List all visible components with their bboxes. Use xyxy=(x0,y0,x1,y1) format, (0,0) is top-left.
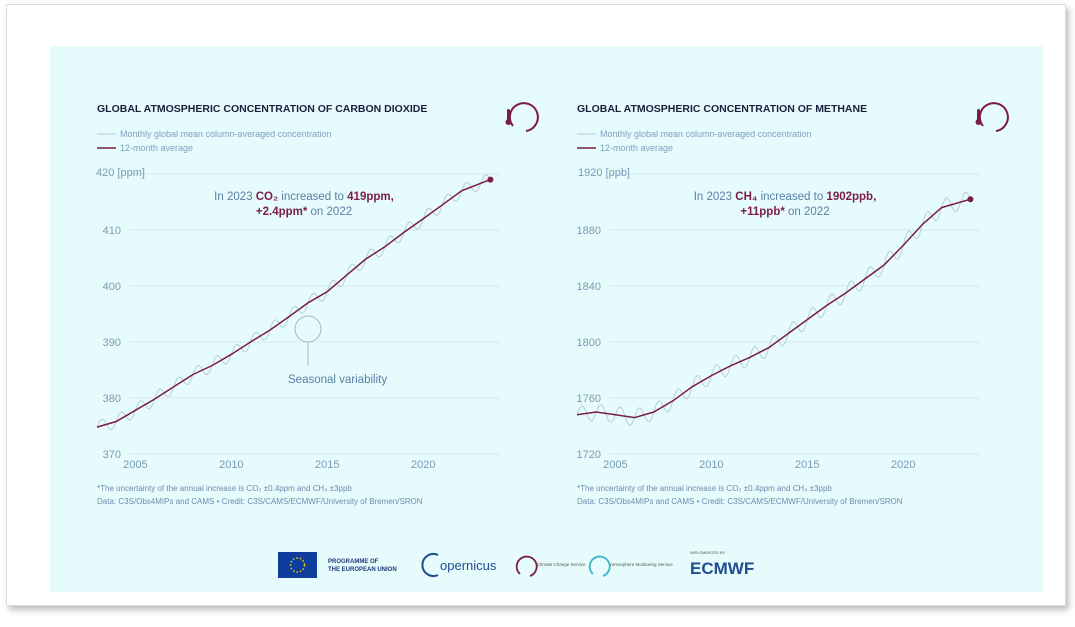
co2-monthly-line xyxy=(96,174,491,431)
eu-programme-line1: PROGRAMME OF xyxy=(328,559,379,565)
co2-y-tick-label: 410 xyxy=(103,225,121,237)
ch4-y-unit-label: 1920 [ppb] xyxy=(578,167,630,179)
cams-label: Atmosphere Monitoring Service xyxy=(610,562,673,567)
ch4-x-ticks: 2005 2010 2015 2020 xyxy=(603,459,915,471)
co2-callout-circle xyxy=(294,315,322,343)
ecmwf-logo: IMPLEMENTED BY ECMWF xyxy=(690,550,754,578)
ch4-y-ticks: 1720 1760 1800 1840 1880 xyxy=(577,225,601,461)
ch4-credit: Data: C3S/Obs4MIPs and CAMS • Credit: C3… xyxy=(577,497,903,506)
ch4-latest-point xyxy=(967,196,974,203)
co2-y-ticks: 370 380 390 400 410 xyxy=(103,225,121,461)
ch4-chart-title: GLOBAL ATMOSPHERIC CONCENTRATION OF METH… xyxy=(577,103,867,115)
co2-logo-icon xyxy=(505,102,539,132)
co2-latest-point xyxy=(487,176,494,183)
ch4-y-tick-label: 1840 xyxy=(577,281,601,293)
co2-legend-monthly: Monthly global mean column-averaged conc… xyxy=(120,129,332,139)
co2-x-tick-label: 2015 xyxy=(315,459,339,471)
ch4-legend-monthly: Monthly global mean column-averaged conc… xyxy=(600,129,812,139)
co2-gridlines xyxy=(129,173,500,455)
cams-logo: Atmosphere Monitoring Service xyxy=(588,555,673,577)
ecmwf-wordmark: ECMWF xyxy=(690,559,754,578)
co2-x-ticks: 2005 2010 2015 2020 xyxy=(123,459,435,471)
c3s-logo: Climate Change Service xyxy=(515,555,586,577)
copernicus-wordmark: opernicus xyxy=(440,558,497,573)
ch4-annotation-line2: +11ppb* on 2022 xyxy=(740,206,829,218)
co2-y-tick-label: 400 xyxy=(103,281,121,293)
ch4-monthly-line xyxy=(576,191,971,426)
co2-y-tick-label: 370 xyxy=(103,449,121,461)
ecmwf-implemented-by: IMPLEMENTED BY xyxy=(690,550,726,555)
ch4-annotation-line1: In 2023 CH₄ increased to 1902ppb, xyxy=(694,191,877,203)
ch4-logo-icon xyxy=(975,102,1009,132)
ch4-average-line xyxy=(576,198,971,419)
co2-x-tick-label: 2010 xyxy=(219,459,243,471)
infographic-svg: GLOBAL ATMOSPHERIC CONCENTRATION OF CARB… xyxy=(96,102,1009,578)
co2-chart-title: GLOBAL ATMOSPHERIC CONCENTRATION OF CARB… xyxy=(97,103,427,115)
co2-callout-label: Seasonal variability xyxy=(288,374,387,386)
ch4-y-tick-label: 1800 xyxy=(577,337,601,349)
co2-average-line xyxy=(96,178,491,428)
ch4-x-tick-label: 2020 xyxy=(891,459,915,471)
co2-credit: Data: C3S/Obs4MIPs and CAMS • Credit: C3… xyxy=(97,497,423,506)
ch4-x-tick-label: 2015 xyxy=(795,459,819,471)
copernicus-logo: opernicus xyxy=(421,553,497,577)
co2-annotation-line1: In 2023 CO₂ increased to 419ppm, xyxy=(214,191,394,203)
co2-y-unit-label: 420 [ppm] xyxy=(96,167,145,179)
ch4-gridlines xyxy=(609,173,980,455)
c3s-label: Climate Change Service xyxy=(537,562,586,567)
ch4-y-tick-label: 1720 xyxy=(577,449,601,461)
co2-x-tick-label: 2005 xyxy=(123,459,147,471)
ch4-x-tick-label: 2005 xyxy=(603,459,627,471)
eu-flag-icon xyxy=(278,552,317,578)
co2-y-tick-label: 380 xyxy=(103,393,121,405)
eu-programme-line2: THE EUROPEAN UNION xyxy=(328,567,397,573)
infographic-panel: GLOBAL ATMOSPHERIC CONCENTRATION OF CARB… xyxy=(50,46,1043,592)
ch4-chart: GLOBAL ATMOSPHERIC CONCENTRATION OF METH… xyxy=(576,102,1009,471)
co2-y-tick-label: 390 xyxy=(103,337,121,349)
ch4-x-tick-label: 2010 xyxy=(699,459,723,471)
co2-chart: GLOBAL ATMOSPHERIC CONCENTRATION OF CARB… xyxy=(96,102,539,471)
co2-footnote: *The uncertainty of the annual increase … xyxy=(97,484,352,493)
co2-x-tick-label: 2020 xyxy=(411,459,435,471)
ch4-legend-average: 12-month average xyxy=(600,143,673,153)
co2-legend-average: 12-month average xyxy=(120,143,193,153)
ch4-footnote: *The uncertainty of the annual increase … xyxy=(577,484,832,493)
co2-annotation-line2: +2.4ppm* on 2022 xyxy=(256,206,352,218)
ch4-y-tick-label: 1880 xyxy=(577,225,601,237)
ch4-y-tick-label: 1760 xyxy=(577,393,601,405)
